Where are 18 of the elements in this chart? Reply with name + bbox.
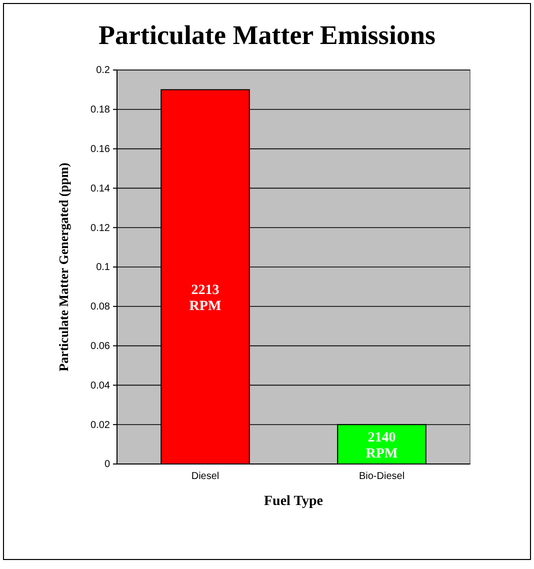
y-tick-label: 0.04	[90, 380, 110, 392]
y-tick-label: 0.06	[90, 341, 110, 352]
chart-title: Particulate Matter Emissions	[98, 20, 436, 50]
y-tick-label: 0	[104, 459, 110, 470]
annotation: 2140 RPM	[366, 430, 398, 462]
annotation: 2213 RPM	[189, 282, 222, 314]
x-tick-label: Diesel	[191, 471, 220, 482]
x-axis-title: Fuel Type	[264, 494, 323, 509]
y-axis-title: Particulate Matter Genergated (ppm)	[56, 162, 71, 372]
y-tick-label: 0.02	[90, 420, 110, 431]
y-tick-label: 0.08	[90, 302, 110, 313]
y-tick-label: 0.18	[90, 104, 110, 116]
y-tick-label: 0.1	[96, 262, 110, 274]
y-tick-label: 0.16	[90, 144, 110, 155]
y-tick-label: 0.2	[96, 65, 110, 76]
y-tick-label: 0.14	[90, 183, 110, 194]
y-tick-label: 0.12	[90, 222, 110, 234]
x-tick-label: Bio-Diesel	[358, 471, 405, 482]
